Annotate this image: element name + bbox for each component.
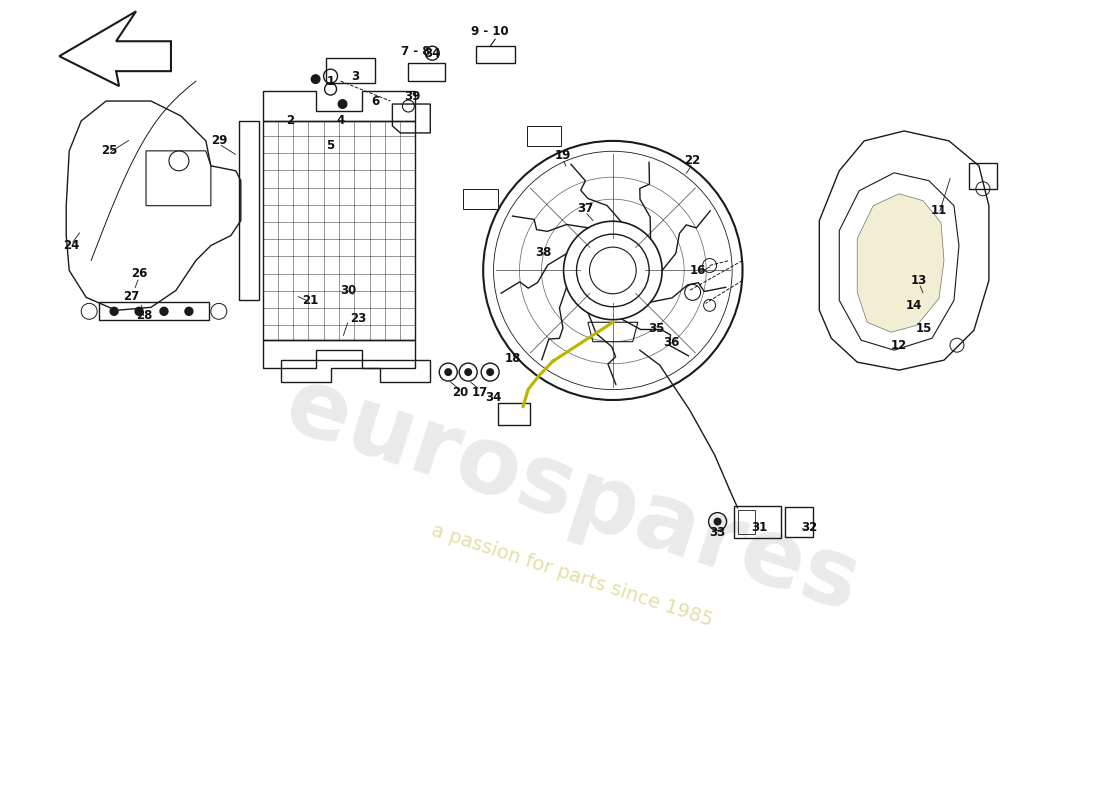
Text: 31: 31: [751, 521, 768, 534]
Circle shape: [714, 518, 722, 526]
Text: eurospares: eurospares: [274, 360, 870, 632]
Text: 20: 20: [452, 386, 469, 398]
Text: 36: 36: [663, 336, 680, 349]
Text: 17: 17: [472, 386, 488, 398]
Bar: [785, 506, 813, 537]
Text: 24: 24: [63, 239, 79, 252]
Bar: [737, 510, 756, 534]
Text: 37: 37: [576, 202, 593, 215]
Text: 38: 38: [535, 246, 551, 259]
Text: 14: 14: [906, 299, 922, 312]
Polygon shape: [857, 194, 944, 332]
Text: 4: 4: [337, 114, 344, 127]
Text: 21: 21: [302, 294, 319, 307]
Text: 18: 18: [505, 352, 521, 365]
Text: 19: 19: [554, 150, 571, 162]
Text: 13: 13: [911, 274, 927, 287]
Text: 22: 22: [684, 154, 701, 167]
Text: 16: 16: [690, 264, 706, 277]
Bar: [734, 506, 781, 538]
Text: 33: 33: [710, 526, 726, 539]
Circle shape: [310, 74, 320, 84]
Text: 35: 35: [649, 322, 664, 334]
Circle shape: [185, 307, 192, 315]
Bar: [263, 121, 416, 340]
Text: 6: 6: [372, 94, 379, 107]
Bar: [498, 403, 530, 425]
Circle shape: [338, 99, 348, 109]
Text: 7 - 8: 7 - 8: [400, 45, 430, 58]
Text: 12: 12: [891, 338, 908, 352]
Text: 2: 2: [287, 114, 295, 127]
Text: 11: 11: [931, 204, 947, 217]
Text: 3: 3: [351, 70, 360, 82]
Text: 23: 23: [351, 312, 366, 325]
Text: 5: 5: [327, 139, 334, 152]
Text: 34: 34: [425, 46, 440, 60]
Text: 29: 29: [211, 134, 227, 147]
Text: 15: 15: [916, 322, 932, 334]
Text: 28: 28: [135, 309, 152, 322]
Text: 32: 32: [801, 521, 817, 534]
Text: 1: 1: [327, 74, 334, 88]
Text: 27: 27: [123, 290, 140, 303]
Text: 9 - 10: 9 - 10: [471, 25, 509, 38]
Circle shape: [444, 368, 452, 376]
Text: 25: 25: [101, 144, 118, 158]
Text: a passion for parts since 1985: a passion for parts since 1985: [429, 521, 715, 630]
Text: 34: 34: [485, 390, 502, 403]
Circle shape: [135, 307, 143, 315]
Text: 39: 39: [404, 90, 420, 102]
Circle shape: [160, 307, 168, 315]
Text: 30: 30: [340, 284, 356, 297]
Circle shape: [110, 307, 118, 315]
Text: 26: 26: [131, 267, 147, 280]
Circle shape: [486, 368, 494, 376]
Circle shape: [464, 368, 472, 376]
